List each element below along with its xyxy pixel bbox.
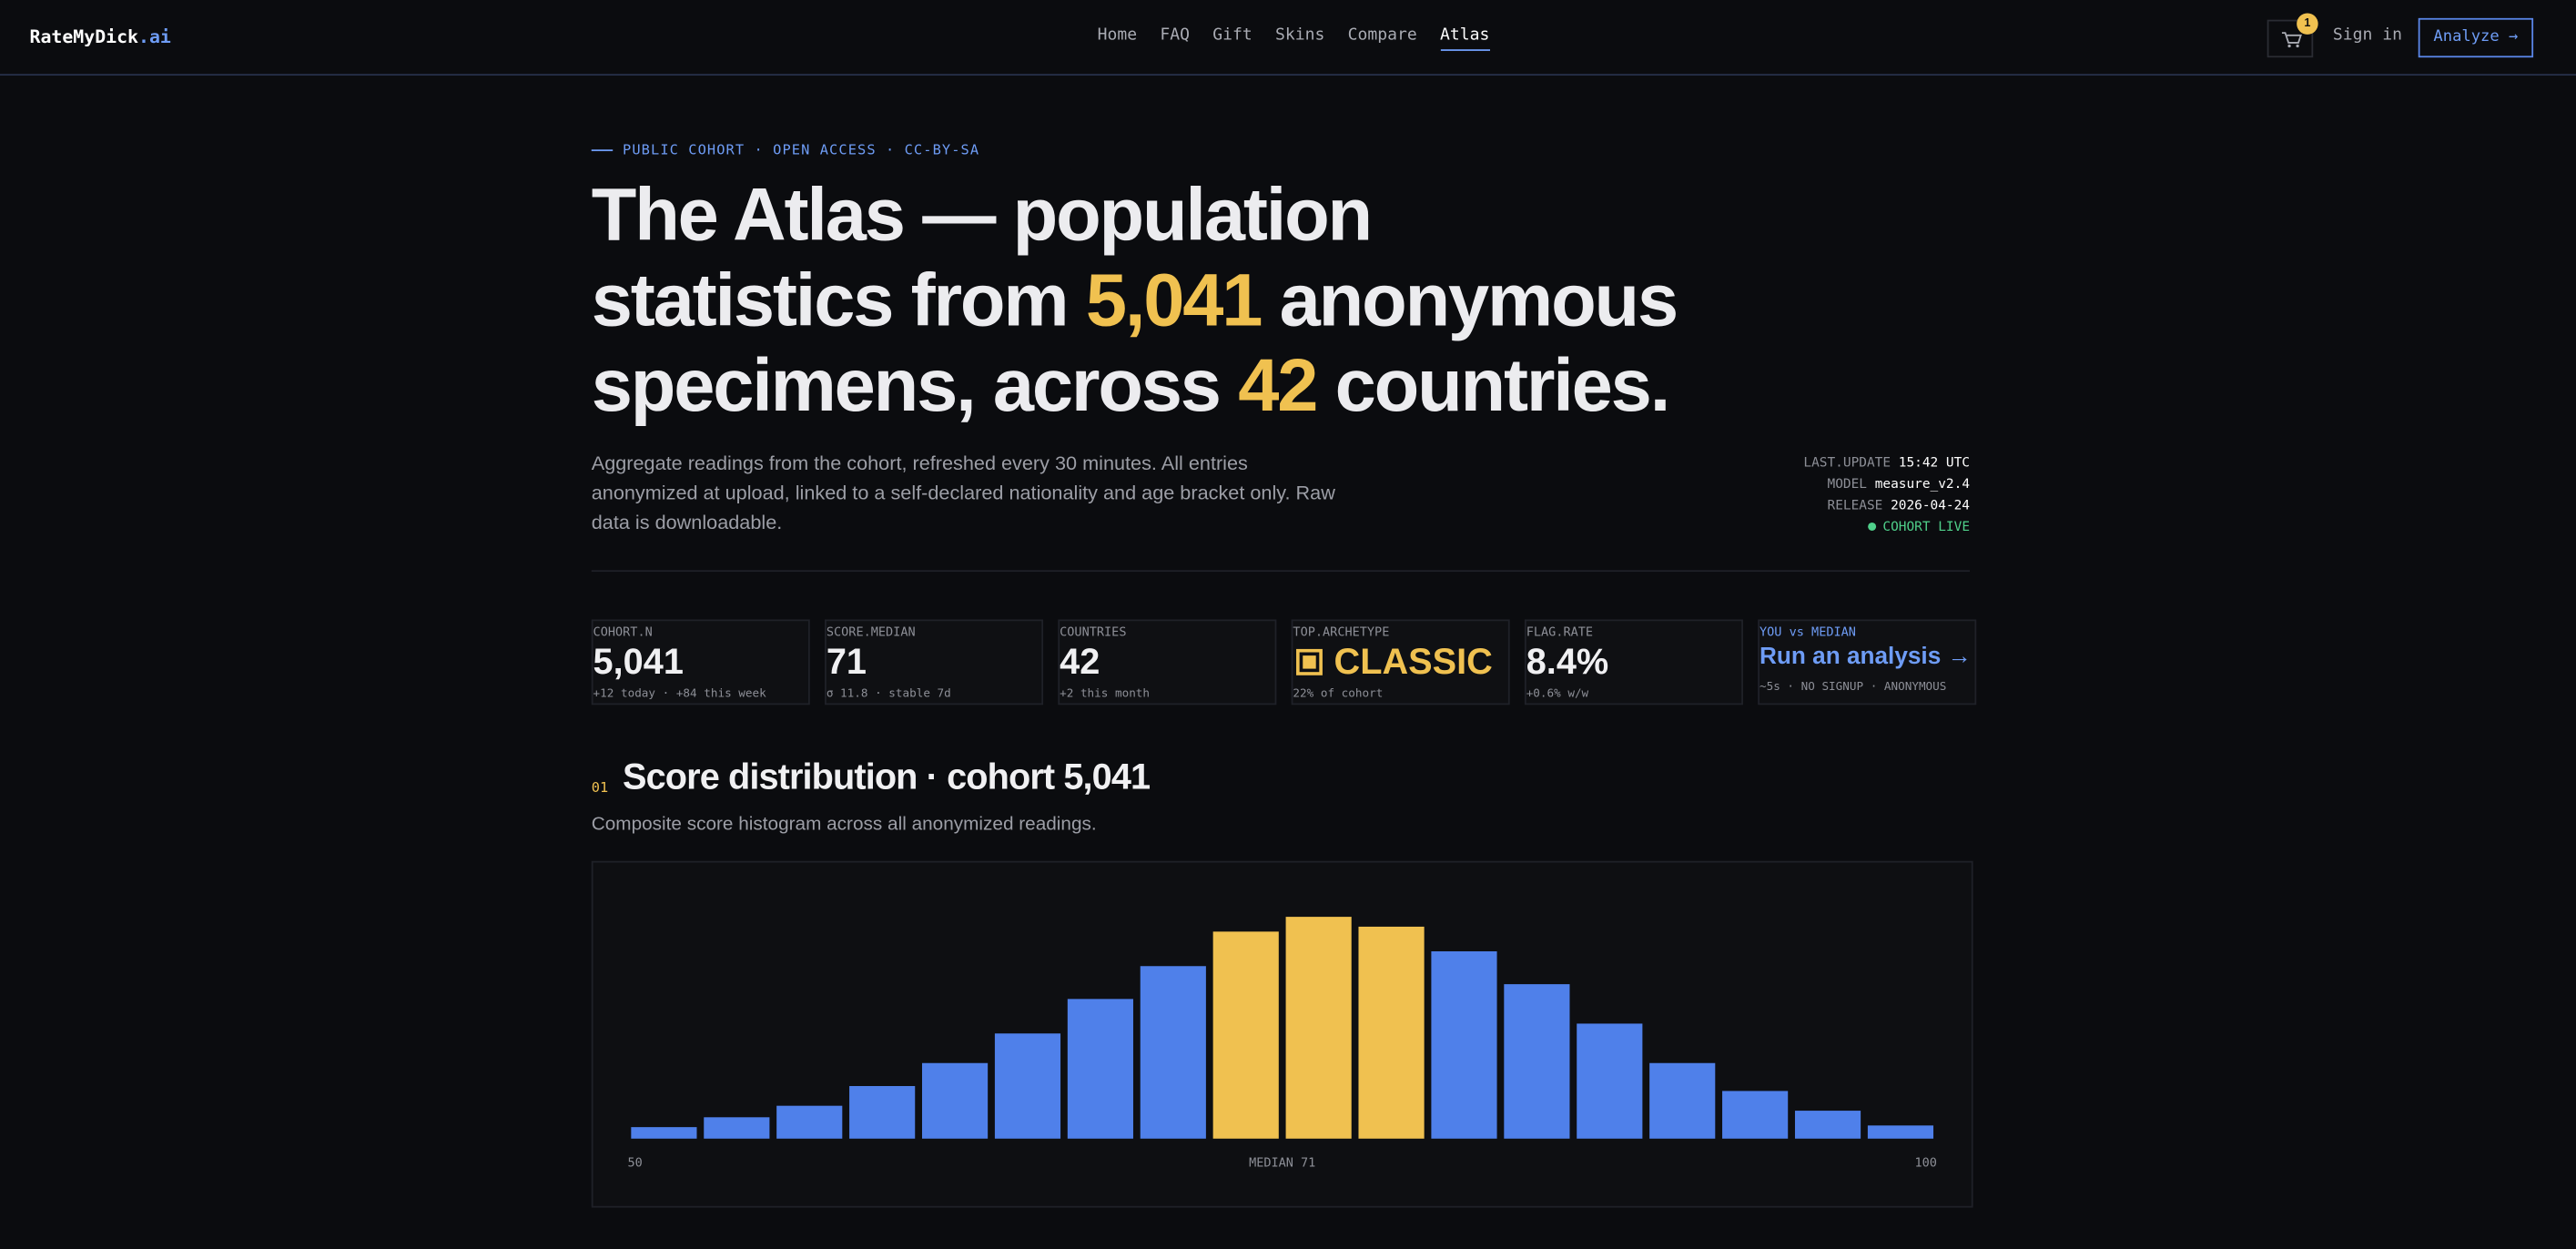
meta-value: 15:42 UTC <box>1898 454 1971 471</box>
brand-suffix[interactable]: .ai <box>138 25 171 48</box>
stat-sub: +2 this month <box>1060 686 1151 700</box>
bar <box>1794 1111 1861 1139</box>
bar <box>1285 917 1352 1139</box>
meta-key: MODEL <box>1827 476 1867 492</box>
stat-sub: ~5s · NO SIGNUP · ANONYMOUS <box>1759 680 1947 694</box>
bar <box>1358 926 1425 1139</box>
eyebrow: PUBLIC COHORT · OPEN ACCESS · CC-BY-SA <box>592 143 979 159</box>
meta-key: LAST.UPDATE <box>1803 454 1891 471</box>
archetype-icon <box>1296 648 1323 675</box>
stat-sub: 22% of cohort <box>1293 686 1384 700</box>
section-subtitle: Composite score histogram across all ano… <box>591 815 1097 835</box>
stat-value: CLASSIC <box>1334 640 1493 683</box>
title-text: specimens, across <box>591 343 1239 428</box>
stat-label: YOU vs MEDIAN <box>1759 624 1856 640</box>
x-label-right: 100 <box>1914 1155 1936 1170</box>
x-label-center: MEDIAN 71 <box>1249 1155 1315 1170</box>
stat-label: TOP.ARCHETYPE <box>1293 624 1390 640</box>
histogram: 50 MEDIAN 71 100 <box>591 860 1973 1208</box>
stat-cards: COHORT.N 5,041 +12 today · +84 this week SC… <box>591 619 1977 706</box>
cart-button[interactable] <box>2267 19 2314 58</box>
bar <box>1867 1125 1934 1139</box>
status-row: COHORT LIVE <box>1643 516 1970 537</box>
stat-card: SCORE.MEDIAN 71 σ 11.8 · stable 7d <box>825 619 1044 706</box>
title-line: specimens, across 42 countries. <box>592 343 1677 429</box>
title-highlight: 5,041 <box>1085 258 1263 342</box>
bar <box>1577 1023 1643 1139</box>
stat-value: 8.4% <box>1526 640 1609 683</box>
stat-label: COUNTRIES <box>1060 624 1127 640</box>
nav-link[interactable]: Home <box>1097 25 1138 45</box>
bar <box>1140 966 1206 1139</box>
brand-name[interactable]: RateMyDick <box>29 25 139 48</box>
bar <box>1212 931 1279 1139</box>
stat-label: FLAG.RATE <box>1526 624 1594 640</box>
bar <box>1722 1091 1789 1139</box>
title-text: The Atlas — population <box>591 172 1373 257</box>
meta-value: 2026-04-24 <box>1891 497 1971 513</box>
title-text: statistics from <box>591 258 1086 342</box>
meta-key: RELEASE <box>1827 497 1883 513</box>
title-line: statistics from 5,041 anonymous <box>591 258 1678 343</box>
stat-card[interactable]: YOU vs MEDIAN Run an analysis → ~5s · NO S… <box>1758 619 1977 706</box>
nav-links: Home FAQ Gift Skins Compare Atlas <box>1098 26 1490 51</box>
title-text: anonymous <box>1261 258 1678 342</box>
stat-value: 42 <box>1060 640 1100 683</box>
navbar: RateMyDick.ai Home FAQ Gift Skins Compare Atl… <box>0 0 2576 76</box>
sign-in[interactable]: Sign in <box>2332 25 2402 45</box>
section-number: 01 <box>591 780 609 797</box>
meta-row: RELEASE 2026-04-24 <box>1643 494 1971 515</box>
bar <box>704 1117 770 1139</box>
title-line: The Atlas — population <box>592 173 1677 259</box>
x-label-left: 50 <box>627 1155 642 1170</box>
bar <box>849 1086 916 1139</box>
bar <box>631 1127 697 1139</box>
stat-sub: +0.6% w/w <box>1526 686 1589 700</box>
status-text: COHORT LIVE <box>1882 519 1971 534</box>
eyebrow-text: PUBLIC COHORT · OPEN ACCESS · CC-BY-SA <box>623 143 980 160</box>
stat-label: COHORT.N <box>593 624 653 640</box>
stat-value: 5,041 <box>593 640 684 683</box>
cart-icon <box>2281 32 2302 48</box>
title-highlight: 42 <box>1238 343 1318 428</box>
nav-link[interactable]: FAQ <box>1160 25 1190 45</box>
divider <box>591 570 1971 573</box>
bar <box>1067 999 1133 1139</box>
hero-title: The Atlas — population statistics from 5… <box>591 173 1678 430</box>
meta-row: MODEL measure_v2.4 <box>1643 473 1971 494</box>
status-dot <box>1868 522 1877 531</box>
brand[interactable]: RateMyDick.ai <box>29 26 170 47</box>
hero-description: Aggregate readings from the cohort, refr… <box>591 452 1335 534</box>
stat-value: 71 <box>826 640 867 683</box>
bar <box>1504 984 1570 1139</box>
nav-link[interactable]: Skins <box>1275 25 1325 45</box>
meta-row: LAST.UPDATE 15:42 UTC <box>1643 452 1970 472</box>
nav-link[interactable]: Compare <box>1347 25 1417 45</box>
meta-block: LAST.UPDATE 15:42 UTC MODEL measure_v2.4 R… <box>1643 452 1970 537</box>
section-title: Score distribution · cohort 5,041 <box>623 756 1151 797</box>
stat-sub: +12 today · +84 this week <box>593 686 766 700</box>
bar <box>1431 951 1497 1139</box>
stat-sub: σ 11.8 · stable 7d <box>826 686 951 700</box>
stat-value: Run an analysis → <box>1759 644 1972 671</box>
cart-badge: 1 <box>2297 13 2318 35</box>
stat-card: TOP.ARCHETYPE CLASSIC 22% of cohort <box>1291 619 1510 706</box>
title-text: countries. <box>1316 343 1671 428</box>
bar <box>994 1033 1061 1139</box>
bar <box>921 1062 989 1139</box>
stat-label: SCORE.MEDIAN <box>826 624 916 640</box>
stat-card: FLAG.RATE 8.4% +0.6% w/w <box>1524 619 1743 706</box>
bar <box>776 1105 843 1139</box>
stat-card: COHORT.N 5,041 +12 today · +84 this week <box>591 619 810 706</box>
nav-link[interactable]: Gift <box>1212 25 1253 45</box>
analyze-button[interactable]: Analyze → <box>2418 17 2534 58</box>
bar <box>1649 1062 1716 1139</box>
meta-value: measure_v2.4 <box>1874 476 1971 492</box>
stat-card: COUNTRIES 42 +2 this month <box>1058 619 1277 706</box>
nav-link[interactable]: Atlas <box>1439 26 1490 51</box>
